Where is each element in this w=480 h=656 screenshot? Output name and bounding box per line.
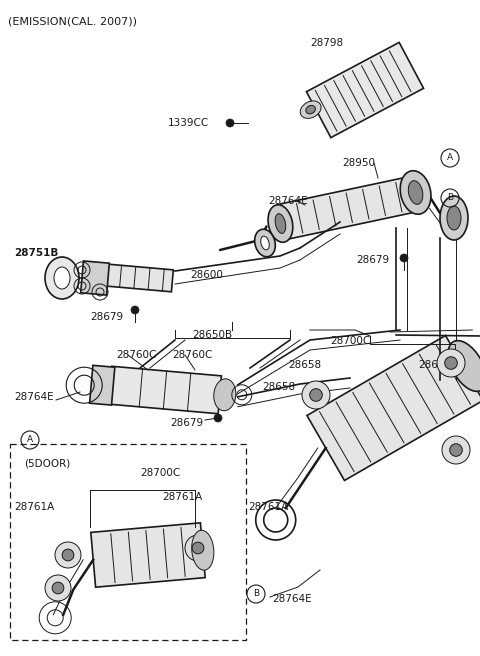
- Ellipse shape: [214, 379, 236, 411]
- Text: 28760C: 28760C: [116, 350, 156, 360]
- Text: 28658: 28658: [288, 360, 321, 370]
- Ellipse shape: [255, 229, 276, 256]
- Circle shape: [131, 306, 139, 314]
- Ellipse shape: [275, 214, 286, 234]
- Ellipse shape: [54, 267, 70, 289]
- Circle shape: [437, 349, 465, 377]
- Polygon shape: [107, 264, 173, 292]
- Text: A: A: [27, 436, 33, 445]
- Ellipse shape: [261, 236, 269, 250]
- Circle shape: [52, 582, 64, 594]
- Circle shape: [185, 535, 211, 561]
- Ellipse shape: [448, 340, 480, 392]
- Text: 28798: 28798: [310, 38, 343, 48]
- Polygon shape: [306, 43, 423, 138]
- Text: 28764E: 28764E: [268, 196, 308, 206]
- Polygon shape: [90, 365, 115, 405]
- Polygon shape: [81, 261, 109, 295]
- Text: 28679: 28679: [356, 255, 389, 265]
- Circle shape: [444, 357, 457, 369]
- Text: 28761A: 28761A: [248, 502, 288, 512]
- Text: 28761A: 28761A: [162, 492, 202, 502]
- Circle shape: [214, 414, 222, 422]
- Text: (EMISSION(CAL. 2007)): (EMISSION(CAL. 2007)): [8, 16, 137, 26]
- Text: 28658: 28658: [418, 360, 451, 370]
- Ellipse shape: [440, 196, 468, 240]
- Text: 28764E: 28764E: [272, 594, 312, 604]
- Ellipse shape: [400, 171, 431, 215]
- Text: 28700C: 28700C: [330, 336, 370, 346]
- Circle shape: [192, 542, 204, 554]
- Circle shape: [400, 254, 408, 262]
- Text: 28761A: 28761A: [14, 502, 54, 512]
- Circle shape: [45, 575, 71, 601]
- Ellipse shape: [300, 101, 321, 118]
- Text: (5DOOR): (5DOOR): [24, 458, 70, 468]
- Ellipse shape: [268, 205, 293, 242]
- Text: 28760C: 28760C: [172, 350, 212, 360]
- Ellipse shape: [306, 106, 315, 114]
- Circle shape: [302, 381, 330, 409]
- Polygon shape: [307, 335, 480, 480]
- Text: 28679: 28679: [170, 418, 203, 428]
- Ellipse shape: [45, 257, 79, 299]
- Text: B: B: [253, 590, 259, 598]
- Polygon shape: [91, 523, 205, 587]
- Text: 28658: 28658: [262, 382, 295, 392]
- Polygon shape: [281, 177, 415, 239]
- Text: 28679: 28679: [90, 312, 123, 322]
- Circle shape: [442, 436, 470, 464]
- Ellipse shape: [408, 180, 423, 204]
- Circle shape: [450, 443, 462, 457]
- Text: 28950: 28950: [342, 158, 375, 168]
- Text: 28764E: 28764E: [14, 392, 54, 402]
- Circle shape: [310, 389, 322, 401]
- Ellipse shape: [192, 530, 214, 570]
- Text: 28751B: 28751B: [14, 248, 59, 258]
- Text: 28650B: 28650B: [192, 330, 232, 340]
- Text: 28700C: 28700C: [140, 468, 180, 478]
- Circle shape: [62, 549, 74, 561]
- Ellipse shape: [447, 206, 461, 230]
- Polygon shape: [108, 366, 221, 414]
- Text: A: A: [447, 154, 453, 163]
- Text: 28600: 28600: [190, 270, 223, 280]
- Text: B: B: [447, 194, 453, 203]
- Circle shape: [55, 542, 81, 568]
- Text: 1339CC: 1339CC: [168, 118, 209, 128]
- Circle shape: [226, 119, 234, 127]
